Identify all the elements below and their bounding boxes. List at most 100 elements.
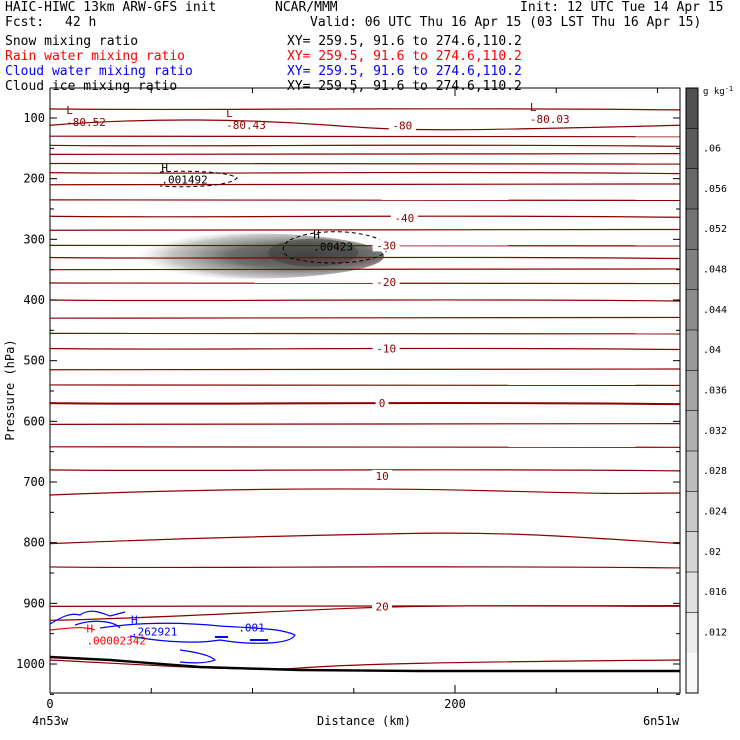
x-end-location: 6n51w <box>643 714 680 728</box>
isotherm-label-bg <box>375 397 389 410</box>
colorbar-frame <box>685 87 699 694</box>
colorbar-cell <box>686 168 698 210</box>
isotherm <box>50 299 680 302</box>
isotherm <box>50 153 680 156</box>
colorbar-cell <box>686 612 698 654</box>
isotherm <box>50 384 680 387</box>
colorbar-label: .052 <box>703 224 727 235</box>
isotherm-label-bg <box>372 342 400 355</box>
extremum-marker: L <box>226 107 233 120</box>
field-cloudwater-name: Cloud water mixing ratio <box>5 64 193 79</box>
colorbar-label: .044 <box>703 305 727 316</box>
isotherm <box>50 659 680 670</box>
isotherm <box>50 144 680 147</box>
y-tick-label: 500 <box>23 354 45 368</box>
isotherm <box>50 108 680 111</box>
colorbar-label: .016 <box>703 587 727 598</box>
isotherm <box>50 446 680 448</box>
rain-water-contour <box>50 627 96 631</box>
colorbar-cell <box>686 491 698 533</box>
isotherm <box>50 423 680 426</box>
ice-contour <box>282 231 389 264</box>
y-tick-label: 300 <box>23 232 45 246</box>
colorbar-cell <box>686 88 698 129</box>
colorbar-label: .048 <box>703 265 727 276</box>
colorbar-label: .04 <box>703 345 721 356</box>
model-title: HAIC-HIWC 13km ARW-GFS init <box>5 0 217 15</box>
y-tick-label: 200 <box>23 172 45 186</box>
extremum-marker: H <box>131 614 138 627</box>
isotherm <box>50 566 680 569</box>
extremum-value: .00002342 <box>86 635 146 648</box>
colorbar-cell <box>686 209 698 250</box>
colorbar-label: .06 <box>703 144 721 155</box>
colorbar: .06 .056 .052 .048 .044 .04 .036 .032 .028 .024 .0… <box>685 85 733 694</box>
isotherm-label-bg <box>388 119 416 132</box>
x-start-location: 4n53w <box>32 714 69 728</box>
x-tick-label: 200 <box>444 697 466 711</box>
isotherm <box>50 282 680 285</box>
colorbar-unit: g kg-1 <box>703 85 733 97</box>
colorbar-cell <box>686 451 698 492</box>
y-axis-label: Pressure (hPa) <box>3 339 17 440</box>
colorbar-label: .036 <box>703 386 727 397</box>
extremum-value: .00423 <box>313 240 353 253</box>
colorbar-cell <box>686 128 698 170</box>
field-rain-xy: XY= 259.5, 91.6 to 274.6,110.2 <box>287 49 522 64</box>
isotherm-label-bg <box>372 275 400 288</box>
field-cloudice-name: Cloud ice mixing ratio <box>5 79 178 94</box>
colorbar-cell <box>686 249 698 291</box>
isotherm-label-bg <box>372 600 393 613</box>
colorbar-unit-exponent: -1 <box>725 85 733 93</box>
y-tick-label: 900 <box>23 596 45 610</box>
colorbar-cell <box>686 531 698 573</box>
init-time: Init: 12 UTC Tue 14 Apr 15 <box>520 0 724 15</box>
y-tick-label: 1000 <box>16 657 45 671</box>
cloud-water-contour <box>179 649 217 664</box>
isotherm <box>50 332 680 335</box>
isotherm <box>50 532 680 545</box>
colorbar-cell <box>686 330 698 371</box>
extremum-marker: L <box>530 101 537 114</box>
ice-contour <box>159 170 238 188</box>
x-axis-label: Distance (km) <box>317 714 411 728</box>
isotherm-label: -10 <box>376 343 396 356</box>
isotherm <box>50 368 680 371</box>
colorbar-label: .032 <box>703 426 727 437</box>
colorbar-cell <box>686 652 698 694</box>
extremum-value: .262921 <box>131 626 177 639</box>
cloud-water-contour <box>215 636 268 641</box>
colorbar-cell <box>686 370 698 412</box>
plot-area: -80-40-30-20-1001020L-80.52L-80.43L-80.0… <box>50 101 680 673</box>
isotherm <box>50 215 680 218</box>
isotherm <box>50 228 680 231</box>
y-tick-label: 600 <box>23 414 45 428</box>
isotherm-label: -20 <box>376 276 396 289</box>
isotherm <box>50 256 680 260</box>
isotherm <box>50 605 680 621</box>
isotherm-label: -30 <box>376 239 396 252</box>
isotherm <box>50 162 680 165</box>
isotherm <box>50 171 680 175</box>
cloud-water-contour <box>99 622 296 644</box>
colorbar-label: .028 <box>703 466 727 477</box>
extremum-marker: L <box>66 104 73 117</box>
colorbar-cell <box>686 289 698 331</box>
isotherm <box>50 347 680 351</box>
isotherm-label-bg <box>390 212 418 225</box>
plot-frame <box>49 87 681 694</box>
isotherm-label-bg <box>372 239 400 252</box>
field-cloudwater-xy: XY= 259.5, 91.6 to 274.6,110.2 <box>287 64 522 79</box>
forecast-hours: 42 h <box>65 15 97 30</box>
isotherm-label: 20 <box>375 600 388 613</box>
isotherm <box>50 488 680 496</box>
colorbar-cell <box>686 572 698 613</box>
isotherm-label: -40 <box>394 212 414 225</box>
isotherm <box>50 135 680 138</box>
isotherm-label: -80 <box>392 119 412 132</box>
contour-label: .001 <box>238 622 265 635</box>
forecast-label: Fcst: <box>5 15 45 30</box>
isotherm <box>50 469 680 472</box>
colorbar-label: .012 <box>703 628 727 639</box>
